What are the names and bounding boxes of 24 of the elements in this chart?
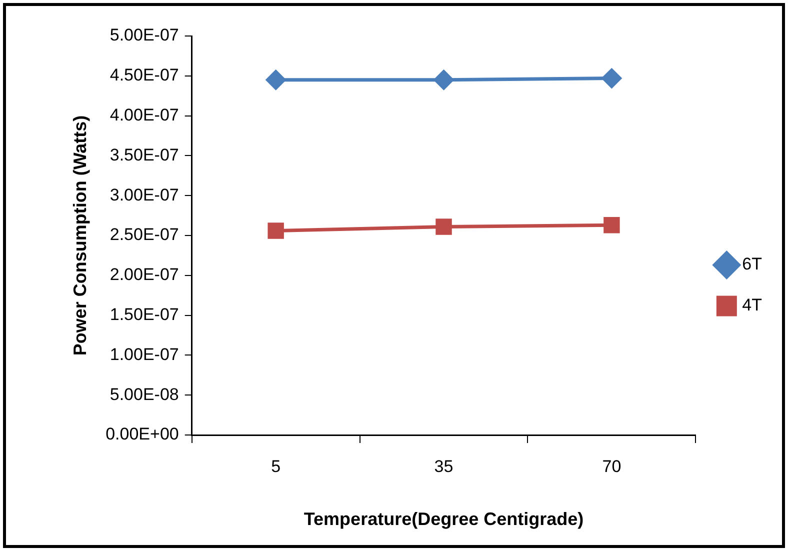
y-tick-label: 2.50E-07 (110, 225, 179, 244)
y-tick-label: 1.50E-07 (110, 304, 179, 324)
point (266, 70, 286, 90)
y-tick-label: 1.00E-07 (110, 344, 179, 364)
y-tick-label: 5.00E-07 (110, 26, 179, 45)
y-axis-title: Power Consumption (Watts) (70, 115, 90, 356)
point (602, 68, 622, 88)
y-tick-label: 4.50E-07 (110, 66, 179, 85)
legend-label: 6T (742, 254, 762, 274)
y-tick-label: 3.00E-07 (110, 185, 179, 204)
y-tick-label: 5.00E-08 (110, 384, 179, 404)
x-tick-label: 70 (602, 456, 622, 476)
x-axis-title: Temperature(Degree Centigrade) (304, 509, 584, 530)
y-tick-label: 3.50E-07 (110, 145, 179, 164)
y-tick-label: 2.00E-07 (110, 265, 179, 284)
x-tick-label: 5 (271, 456, 281, 476)
y-tick-label: 0.00E+00 (106, 424, 179, 444)
point (268, 222, 284, 239)
legend-label: 4T (742, 296, 762, 315)
point (436, 218, 452, 235)
x-tick-label: 35 (434, 456, 454, 476)
y-tick-label: 4.00E-07 (110, 105, 179, 124)
point (604, 217, 620, 234)
point (434, 70, 454, 90)
